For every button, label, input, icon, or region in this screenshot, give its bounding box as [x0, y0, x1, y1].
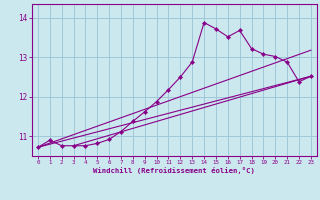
X-axis label: Windchill (Refroidissement éolien,°C): Windchill (Refroidissement éolien,°C)	[93, 167, 255, 174]
